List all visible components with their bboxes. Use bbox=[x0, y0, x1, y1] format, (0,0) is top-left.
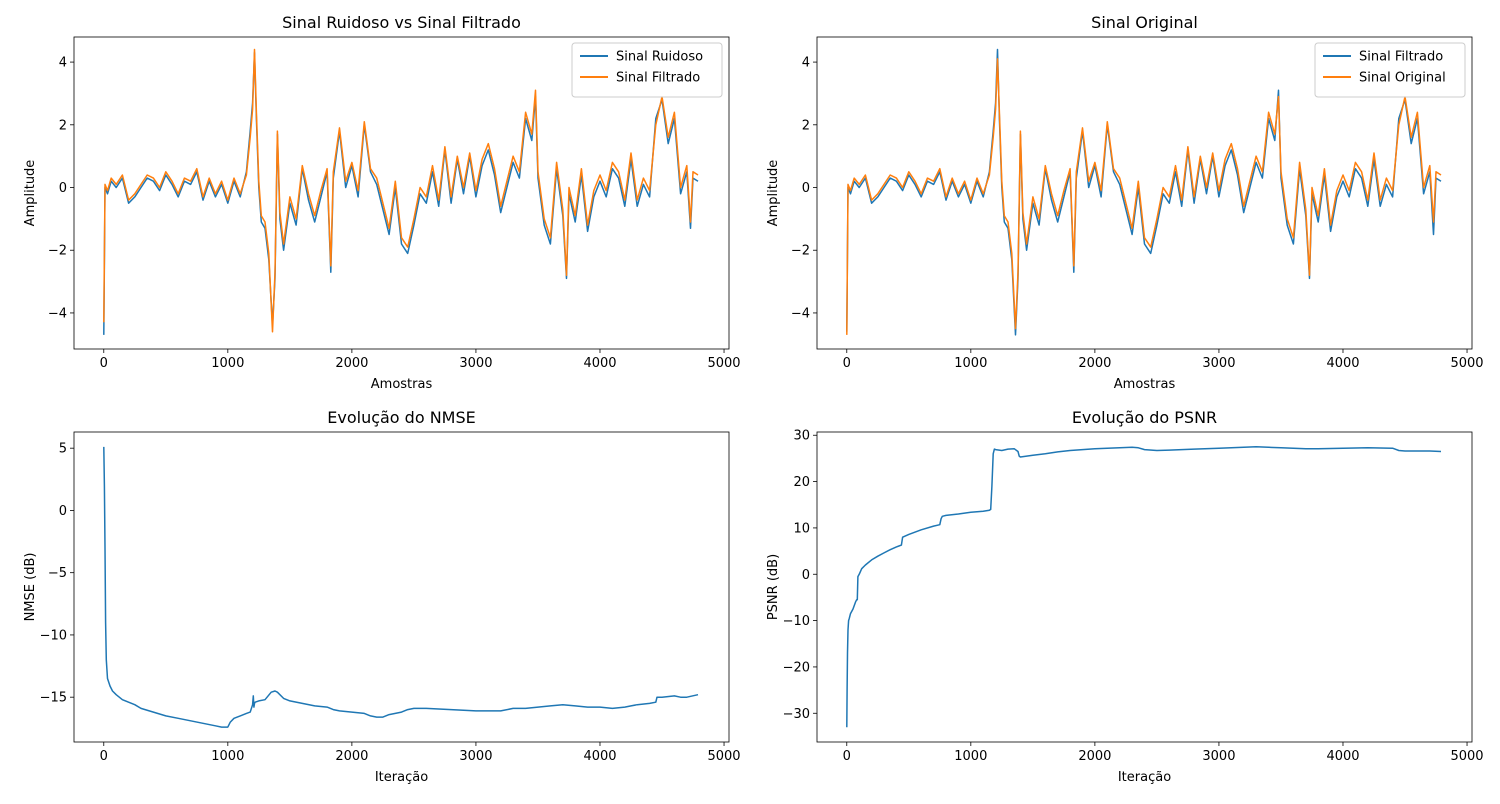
chart-title: Sinal Ruidoso vs Sinal Filtrado bbox=[282, 13, 521, 32]
legend-label: Sinal Filtrado bbox=[616, 71, 700, 86]
chart-4: 0 1000 2000 3000 4000 5000 −30 −20 −10 0 10 20 30 Evo… bbox=[766, 408, 1484, 785]
axes-frame bbox=[73, 36, 730, 350]
y-tick-label: 5 bbox=[59, 442, 67, 457]
y-tick-label: 0 bbox=[59, 504, 67, 519]
y-tick-label: 2 bbox=[59, 118, 67, 133]
x-tick-label: 2000 bbox=[1078, 749, 1111, 764]
x-tick-label: 3000 bbox=[1202, 749, 1235, 764]
legend: Sinal Ruidoso Sinal Filtrado bbox=[571, 42, 723, 98]
y-tick-label: −4 bbox=[48, 306, 67, 321]
y-tick-label: −10 bbox=[40, 628, 67, 643]
x-tick-label: 0 bbox=[100, 749, 108, 764]
legend-frame bbox=[1314, 42, 1466, 98]
x-tick-label: 2000 bbox=[1078, 356, 1111, 371]
x-tick-label: 3000 bbox=[1202, 356, 1235, 371]
x-tick-label: 5000 bbox=[1450, 356, 1483, 371]
x-tick-label: 0 bbox=[843, 356, 851, 371]
x-tick-label: 0 bbox=[843, 749, 851, 764]
y-axis-label: Amplitude bbox=[766, 160, 781, 227]
chart-2: 0 1000 2000 3000 4000 5000 −4 −2 0 2 4 Sinal Origin… bbox=[766, 13, 1484, 392]
series-group bbox=[846, 446, 1442, 728]
axes-frame bbox=[816, 431, 1473, 743]
x-tick-label: 4000 bbox=[583, 749, 616, 764]
x-tick-label: 2000 bbox=[335, 356, 368, 371]
y-tick-label: 2 bbox=[802, 118, 810, 133]
x-tick-label: 3000 bbox=[459, 749, 492, 764]
y-axis-label: PSNR (dB) bbox=[766, 554, 781, 620]
x-tick-label: 4000 bbox=[583, 356, 616, 371]
legend: Sinal Filtrado Sinal Original bbox=[1314, 42, 1466, 98]
chart-title: Evolução do PSNR bbox=[1072, 408, 1217, 427]
y-tick-label: −5 bbox=[48, 566, 67, 581]
x-tick-label: 5000 bbox=[1450, 749, 1483, 764]
x-tick-label: 3000 bbox=[459, 356, 492, 371]
y-tick-label: 4 bbox=[59, 56, 67, 71]
y-tick-label: −30 bbox=[783, 707, 810, 722]
x-tick-label: 4000 bbox=[1326, 356, 1359, 371]
y-tick-label: 30 bbox=[793, 429, 810, 444]
x-axis-label: Iteração bbox=[1118, 770, 1171, 785]
x-tick-label: 2000 bbox=[335, 749, 368, 764]
x-tick-label: 0 bbox=[100, 356, 108, 371]
x-tick-label: 1000 bbox=[954, 356, 987, 371]
series-group bbox=[103, 48, 699, 335]
chart-title: Sinal Original bbox=[1091, 13, 1198, 32]
series-group bbox=[846, 48, 1442, 336]
x-axis-label: Amostras bbox=[371, 377, 433, 392]
legend-label: Sinal Filtrado bbox=[1359, 50, 1443, 65]
series-line-2 bbox=[846, 58, 1442, 335]
chart-title: Evolução do NMSE bbox=[327, 408, 476, 427]
chart-1: 0 1000 2000 3000 4000 5000 −4 −2 0 2 4 Sinal Ruidos… bbox=[23, 13, 741, 392]
y-axis-label: NMSE (dB) bbox=[23, 553, 38, 622]
y-tick-label: −4 bbox=[791, 306, 810, 321]
y-axis-label: Amplitude bbox=[23, 160, 38, 227]
axes-frame bbox=[73, 431, 730, 743]
series-line-1 bbox=[103, 446, 699, 728]
series-line-1 bbox=[103, 51, 699, 335]
y-tick-label: −10 bbox=[783, 614, 810, 629]
x-tick-label: 1000 bbox=[211, 356, 244, 371]
y-tick-label: 4 bbox=[802, 56, 810, 71]
x-tick-label: 1000 bbox=[211, 749, 244, 764]
x-axis-label: Iteração bbox=[375, 770, 428, 785]
y-tick-label: 0 bbox=[59, 181, 67, 196]
legend-frame bbox=[571, 42, 723, 98]
series-line-2 bbox=[103, 48, 699, 333]
series-group bbox=[103, 446, 699, 728]
series-line-1 bbox=[846, 48, 1442, 336]
y-tick-label: 0 bbox=[802, 181, 810, 196]
x-axis-label: Amostras bbox=[1114, 377, 1176, 392]
y-tick-label: 20 bbox=[793, 475, 810, 490]
axes-frame bbox=[816, 36, 1473, 350]
x-tick-label: 5000 bbox=[707, 749, 740, 764]
y-tick-label: −2 bbox=[791, 244, 810, 259]
chart-3: 0 1000 2000 3000 4000 5000 −15 −10 −5 0 5 Evolução … bbox=[23, 408, 741, 785]
legend-label: Sinal Ruidoso bbox=[616, 50, 703, 65]
x-tick-label: 1000 bbox=[954, 749, 987, 764]
y-tick-label: 0 bbox=[802, 568, 810, 583]
x-tick-label: 5000 bbox=[707, 356, 740, 371]
x-tick-label: 4000 bbox=[1326, 749, 1359, 764]
series-line-1 bbox=[846, 446, 1442, 728]
y-tick-label: −15 bbox=[40, 691, 67, 706]
y-tick-label: 10 bbox=[793, 521, 810, 536]
y-tick-label: −2 bbox=[48, 244, 67, 259]
y-tick-label: −20 bbox=[783, 660, 810, 675]
legend-label: Sinal Original bbox=[1359, 71, 1446, 86]
